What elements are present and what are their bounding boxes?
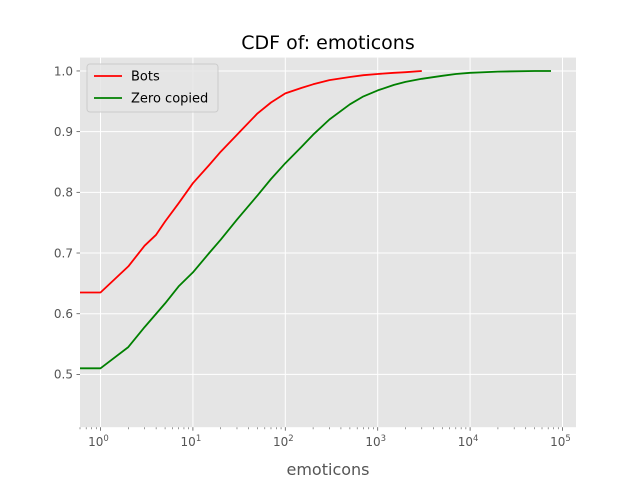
x-tick-label: 104 <box>458 434 479 449</box>
plot-area <box>80 57 576 428</box>
y-tick-label: 0.8 <box>54 186 73 200</box>
legend-label-zero-copied: Zero copied <box>131 92 208 107</box>
series-line-zero-copied <box>80 70 551 370</box>
legend-label-bots: Bots <box>131 70 160 85</box>
y-tick-label: 0.7 <box>54 246 73 260</box>
x-axis-label: emoticons <box>287 460 370 479</box>
x-tick-label: 105 <box>550 434 571 449</box>
series-line-bots <box>80 70 422 294</box>
x-tick-label: 101 <box>181 434 202 449</box>
y-tick-label: 0.6 <box>54 307 73 321</box>
x-tick-label: 100 <box>88 434 109 449</box>
legend: Bots Zero copied <box>86 63 219 113</box>
y-tick-label: 0.5 <box>54 368 73 382</box>
y-axis-ticks: 0.5 0.6 0.7 0.8 0.9 1.0 <box>54 64 80 382</box>
chart-title: CDF of: emoticons <box>241 32 415 54</box>
grid <box>80 57 576 428</box>
x-axis-ticks: 100 101 102 103 104 105 <box>79 427 571 449</box>
series-group <box>80 70 551 370</box>
y-tick-label: 1.0 <box>54 64 73 78</box>
y-tick-label: 0.9 <box>54 125 73 139</box>
x-tick-label: 103 <box>365 434 386 449</box>
x-tick-label: 102 <box>273 434 294 449</box>
